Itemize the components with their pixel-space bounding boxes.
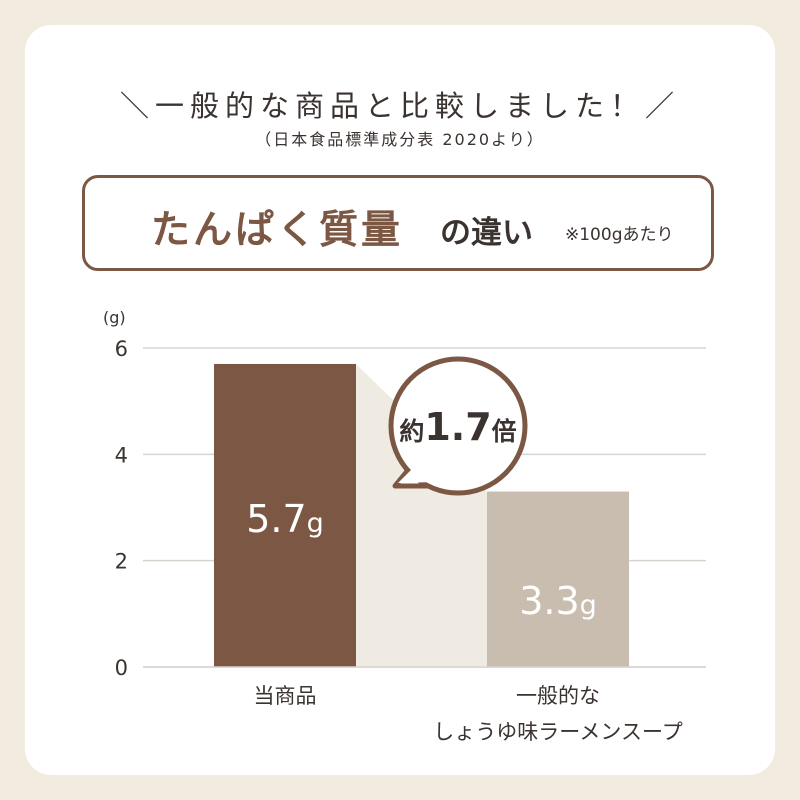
- ratio-badge: [388, 356, 528, 496]
- y-axis-unit: (g): [103, 308, 126, 327]
- title-note: ※100gあたり: [565, 225, 674, 245]
- y-tick-label: 0: [115, 656, 128, 680]
- bar-product: [214, 363, 356, 667]
- data-source-note: （日本食品標準成分表 2020より）: [255, 130, 545, 149]
- y-tick-label: 2: [115, 550, 128, 574]
- title-frame: [82, 175, 714, 271]
- badge-tail-fill: [398, 467, 436, 483]
- y-tick-label: 6: [115, 337, 128, 361]
- comparison-headline: ＼一般的な商品と比較しました！／: [119, 89, 680, 123]
- title-main: たんぱく質量: [151, 208, 404, 253]
- bar-general: [487, 491, 629, 667]
- bar-value-label: 5.7g: [246, 497, 324, 541]
- bar-value-label: 3.3g: [519, 579, 597, 623]
- comparison-connector: [356, 363, 487, 667]
- y-tick-label: 4: [115, 443, 128, 467]
- category-label: しょうゆ味ラーメンスープ: [433, 720, 682, 744]
- category-label: 一般的な: [516, 684, 600, 708]
- ratio-badge-label: 約1.7倍: [399, 405, 516, 449]
- category-label: 当商品: [254, 684, 317, 708]
- title-sub: の違い: [440, 215, 533, 251]
